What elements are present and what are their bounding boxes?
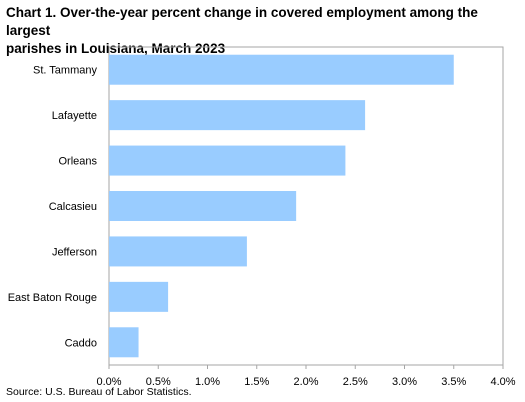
x-tick-label: 3.5%	[441, 376, 466, 388]
category-label: Orleans	[58, 156, 97, 168]
category-label: St. Tammany	[33, 65, 97, 77]
bar	[109, 191, 297, 221]
bar	[109, 236, 247, 267]
x-tick-label: 2.0%	[293, 376, 318, 388]
bar	[109, 100, 366, 131]
category-label: Lafayette	[52, 110, 97, 122]
chart-title-line-2: parishes in Louisiana, March 2023	[6, 41, 226, 56]
chart-title-line-1: Chart 1. Over-the-year percent change in…	[6, 5, 478, 38]
x-tick-label: 0.5%	[146, 376, 171, 388]
bar	[109, 54, 454, 85]
bar	[109, 327, 139, 358]
category-label: Caddo	[65, 337, 97, 349]
source-note: Source: U.S. Bureau of Labor Statistics.	[6, 386, 192, 398]
chart-title: Chart 1. Over-the-year percent change in…	[6, 4, 516, 58]
bar	[109, 145, 346, 176]
x-tick-label: 3.0%	[392, 376, 417, 388]
category-label: Calcasieu	[49, 201, 97, 213]
x-tick-label: 0.0%	[96, 376, 121, 388]
x-tick-label: 4.0%	[490, 376, 515, 388]
bar	[109, 281, 169, 312]
category-label: Jefferson	[52, 246, 97, 258]
x-tick-label: 2.5%	[343, 376, 368, 388]
x-tick-label: 1.5%	[244, 376, 269, 388]
x-tick-label: 1.0%	[195, 376, 220, 388]
category-label: East Baton Rouge	[8, 292, 97, 304]
